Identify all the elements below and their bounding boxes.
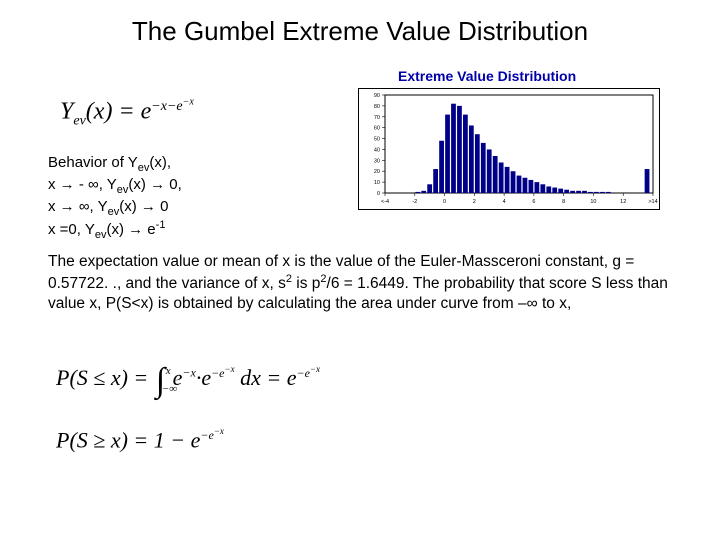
svg-text:-2: -2 [412, 199, 417, 205]
body-paragraph: The expectation value or mean of x is th… [48, 252, 672, 314]
behavior-line-2: x → - ∞, Yev(x) → 0, [48, 176, 182, 198]
behavior-line-3: x → ∞, Yev(x) → 0 [48, 198, 182, 220]
svg-text:4: 4 [503, 199, 506, 205]
svg-text:<-4: <-4 [381, 199, 389, 205]
integral-symbol: ∫x−∞ [156, 364, 165, 398]
svg-text:60: 60 [374, 126, 380, 132]
behavior-line-4: x =0, Yev(x) → e-1 [48, 219, 182, 243]
histogram-chart: 0 10 20 30 40 50 60 70 80 90 <-4 -2 0 2 4 6 8 10 12 >14 [358, 88, 660, 210]
f1-eq: = [112, 99, 140, 125]
behavior-text: Behavior of Yev(x), x → - ∞, Yev(x) → 0,… [48, 154, 182, 243]
svg-text:30: 30 [374, 158, 380, 164]
svg-text:10: 10 [374, 180, 380, 186]
chart-title: Extreme Value Distribution [358, 68, 678, 84]
page-title: The Gumbel Extreme Value Distribution [0, 16, 720, 47]
svg-text:0: 0 [443, 199, 446, 205]
svg-text:10: 10 [590, 199, 596, 205]
svg-text:50: 50 [374, 137, 380, 143]
formula-cdf: P(S ≤ x) = ∫x−∞ e−x·e−e−x dx = e−e−x [56, 358, 320, 392]
svg-text:20: 20 [374, 169, 380, 175]
chart-block: Extreme Value Distribution 0102030405060… [358, 68, 678, 215]
f1-lhs-func: Y [60, 99, 73, 125]
svg-text:8: 8 [562, 199, 565, 205]
behavior-line-1: Behavior of Yev(x), [48, 154, 182, 176]
svg-text:>14: >14 [648, 199, 657, 205]
svg-text:6: 6 [532, 199, 535, 205]
slide: The Gumbel Extreme Value Distribution Ye… [0, 0, 720, 540]
svg-text:90: 90 [374, 93, 380, 99]
formula-yev: Yev(x) = e−x−e−x [60, 96, 194, 129]
formula-survival: P(S ≥ x) = 1 − e−e−x [56, 426, 224, 453]
svg-text:80: 80 [374, 104, 380, 110]
f1-lhs-arg: (x) [86, 99, 113, 125]
svg-text:2: 2 [473, 199, 476, 205]
svg-text:12: 12 [620, 199, 626, 205]
f1-rhs-exp: −x−e−x [151, 99, 194, 114]
svg-text:70: 70 [374, 115, 380, 121]
f1-rhs-base: e [141, 99, 152, 125]
f1-lhs-sub: ev [73, 113, 85, 128]
svg-text:40: 40 [374, 147, 380, 153]
svg-text:0: 0 [377, 191, 380, 197]
